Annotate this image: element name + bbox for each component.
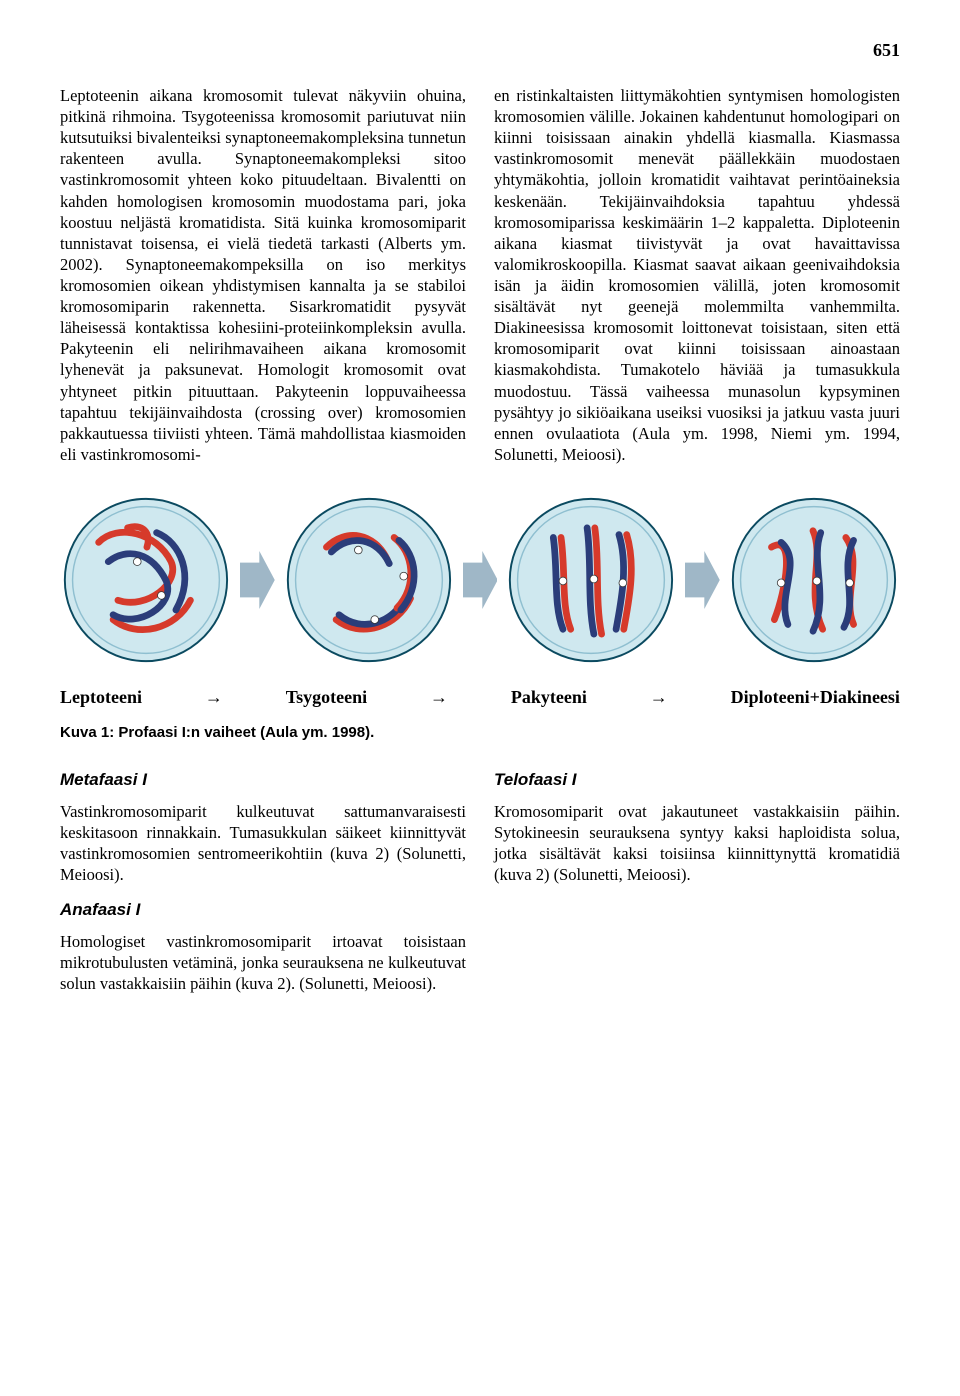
heading-anafaasi: Anafaasi I	[60, 899, 466, 921]
body-paragraph-left: Leptoteenin aikana kromosomit tulevat nä…	[60, 85, 466, 465]
cell-diploteeni	[728, 491, 900, 669]
page-number: 651	[60, 40, 900, 61]
paragraph-telofaasi: Kromosomiparit ovat jakautuneet vastakka…	[494, 801, 900, 885]
lower-section-columns: Metafaasi I Vastinkromosomiparit kulkeut…	[60, 769, 900, 1008]
arrow-glyph: →	[199, 687, 229, 708]
column-left: Metafaasi I Vastinkromosomiparit kulkeut…	[60, 769, 466, 1008]
figure-prophase-stages	[60, 491, 900, 669]
arrow-icon	[685, 550, 720, 610]
heading-telofaasi: Telofaasi I	[494, 769, 900, 791]
arrow-icon	[240, 550, 275, 610]
stage-label: Tsygoteeni	[286, 687, 367, 708]
cell-tsygoteeni	[283, 491, 455, 669]
page: 651 Leptoteenin aikana kromosomit tuleva…	[0, 0, 960, 1058]
cell-pakyteeni	[505, 491, 677, 669]
cell-leptoteeni	[60, 491, 232, 669]
paragraph-metafaasi: Vastinkromosomiparit kulkeutuvat sattuma…	[60, 801, 466, 885]
paragraph-anafaasi: Homologiset vastinkromosomiparit irtoava…	[60, 931, 466, 994]
column-right: Telofaasi I Kromosomiparit ovat jakautun…	[494, 769, 900, 1008]
body-paragraph-right: en ristinkaltaisten liittymäkohtien synt…	[494, 85, 900, 465]
stage-label: Leptoteeni	[60, 687, 142, 708]
arrow-icon	[463, 550, 498, 610]
stage-label: Diploteeni+Diakineesi	[731, 687, 900, 708]
heading-metafaasi: Metafaasi I	[60, 769, 466, 791]
body-text-columns: Leptoteenin aikana kromosomit tulevat nä…	[60, 85, 900, 465]
arrow-glyph: →	[424, 687, 454, 708]
figure-caption: Kuva 1: Profaasi I:n vaiheet (Aula ym. 1…	[60, 724, 900, 741]
arrow-glyph: →	[644, 687, 674, 708]
figure-stage-labels: Leptoteeni → Tsygoteeni → Pakyteeni → Di…	[60, 687, 900, 708]
stage-label: Pakyteeni	[511, 687, 587, 708]
